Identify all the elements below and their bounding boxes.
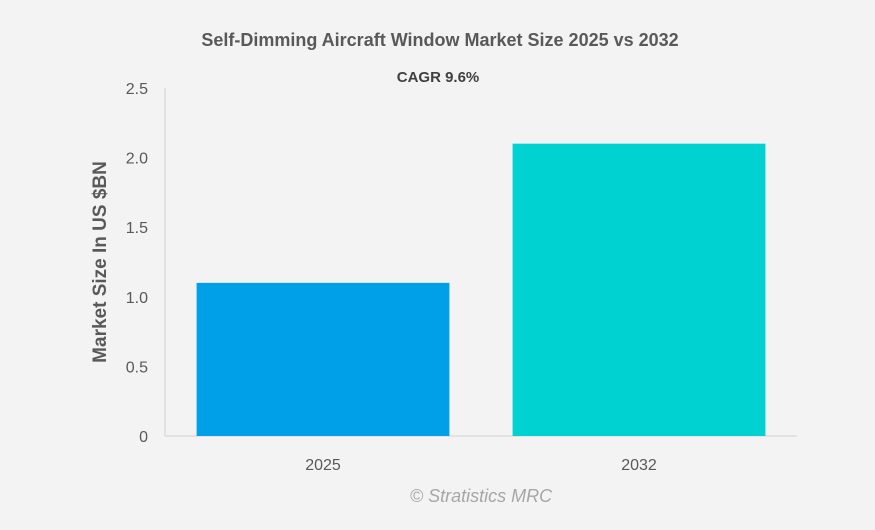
y-axis-ticks: 0 0.5 1.0 1.5 2.0 2.5 [126, 81, 148, 446]
chart-subtitle: CAGR 9.6% [397, 69, 480, 86]
watermark: © Stratistics MRC [410, 486, 553, 506]
y-tick-label: 1.0 [126, 290, 148, 307]
y-tick-label: 2.5 [126, 81, 148, 98]
y-tick-label: 0.5 [126, 359, 148, 376]
y-tick-label: 1.5 [126, 220, 148, 237]
bars [196, 143, 766, 436]
y-tick-label: 0 [139, 429, 148, 446]
chart-title: Self-Dimming Aircraft Window Market Size… [201, 30, 678, 50]
y-tick-label: 2.0 [126, 151, 148, 168]
x-axis-ticks: 2025 2032 [305, 457, 657, 474]
bar-2025 [196, 282, 450, 436]
x-tick-label: 2032 [621, 457, 657, 474]
y-axis-label: Market Size In US $BN [90, 161, 111, 363]
bar-2032 [512, 143, 766, 436]
x-tick-label: 2025 [305, 457, 341, 474]
